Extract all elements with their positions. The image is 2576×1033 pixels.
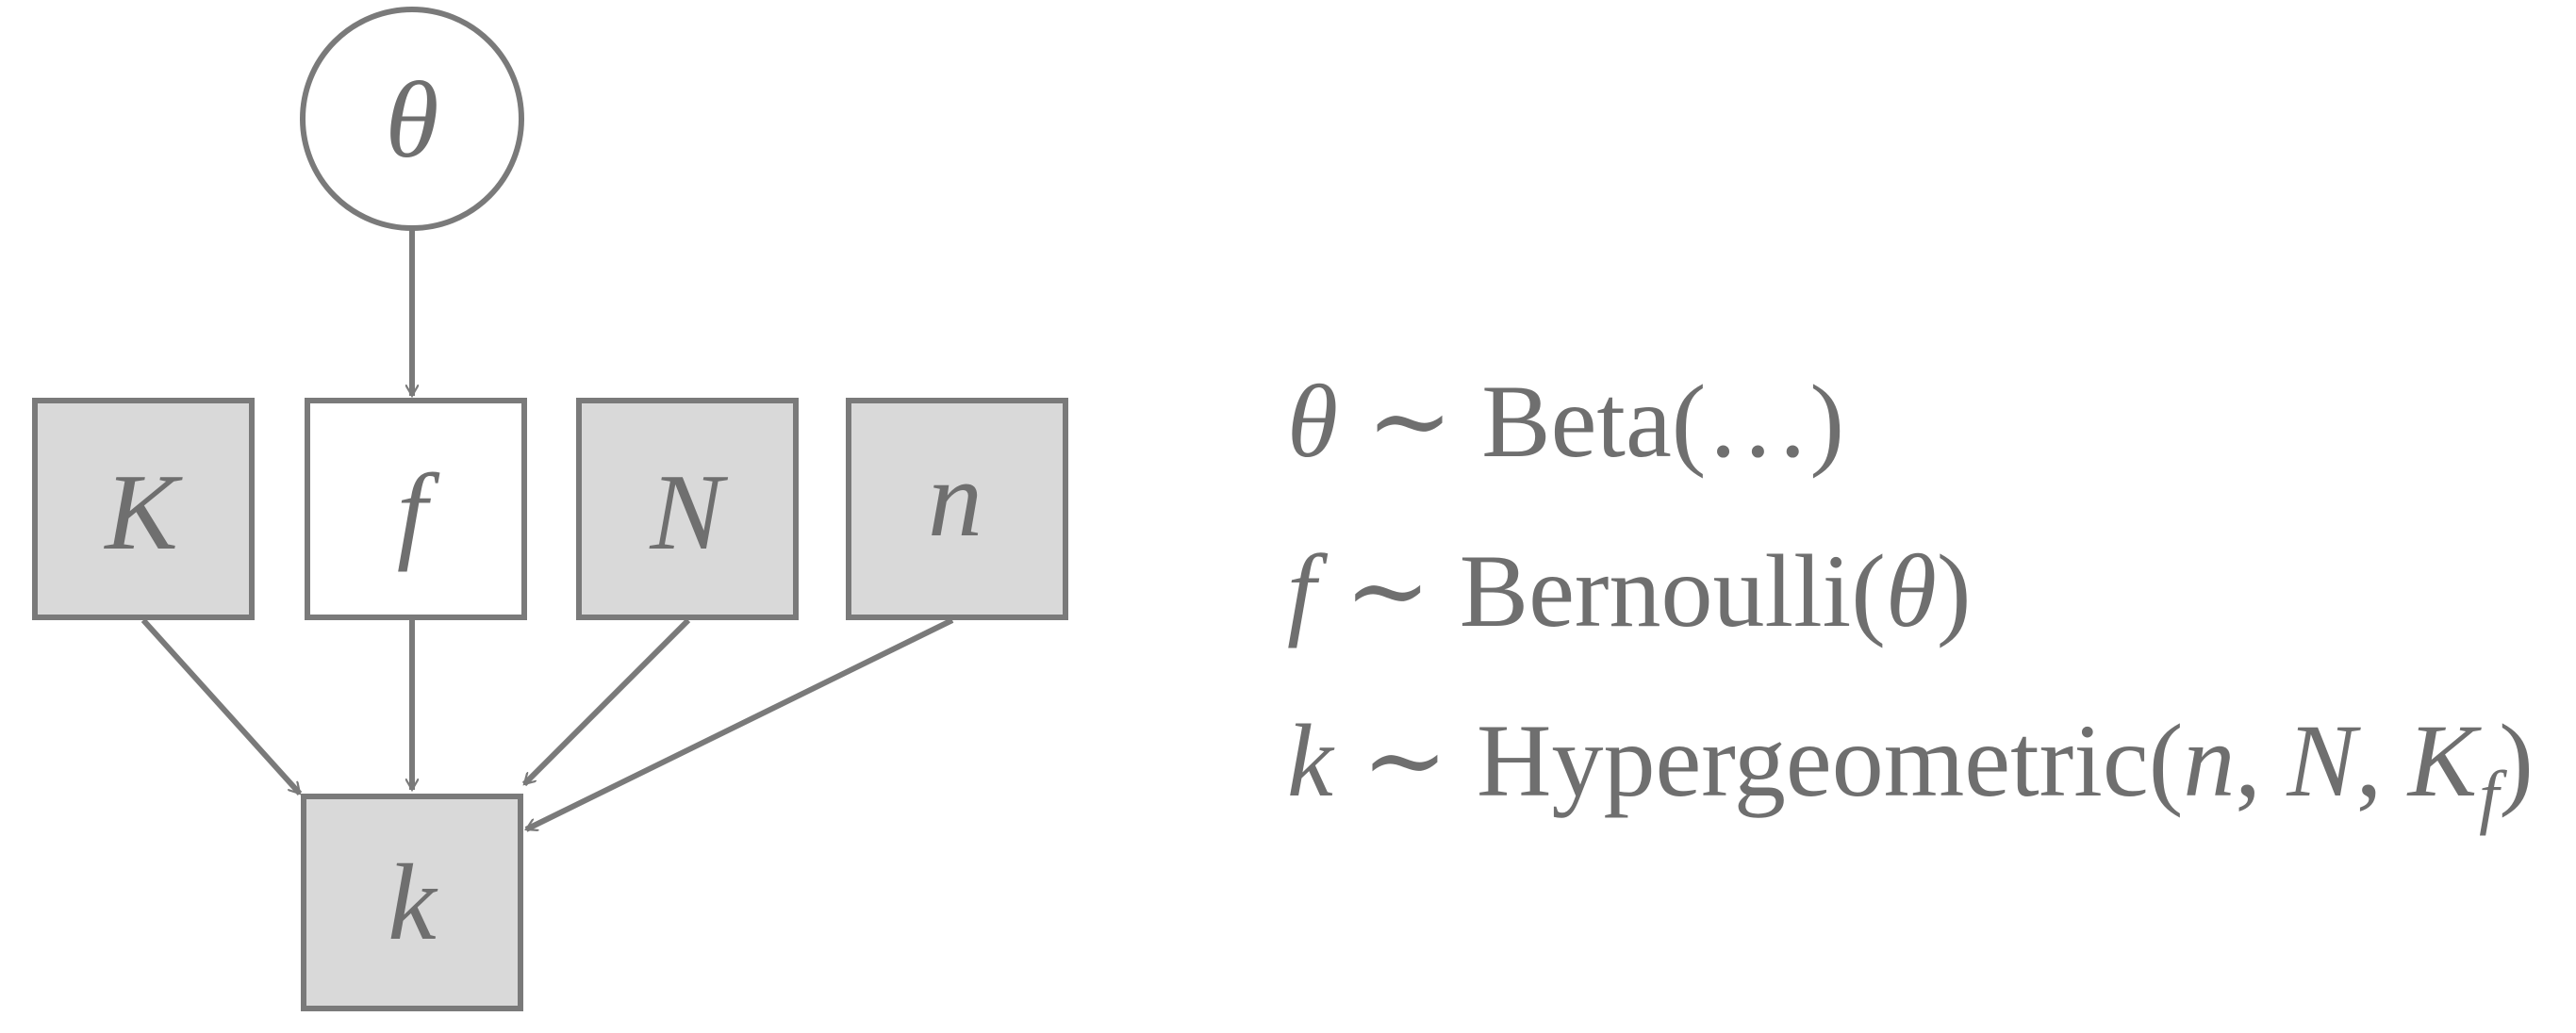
eq2-variable: f [1287,533,1316,648]
eq3-sep1: , [2235,703,2287,818]
eq3-tilde: ∼ [1361,703,1448,818]
eq2-distribution: Bernoulli( [1459,533,1886,648]
eq3-sep2: , [2355,703,2408,818]
eq2-tilde: ∼ [1344,533,1431,648]
eq3-arg-N: N [2287,703,2356,818]
eq2-argument: θ [1885,533,1937,648]
node-k-box [301,794,523,1011]
node-K: K [32,398,255,620]
edge-n-to-k [526,617,954,832]
edge-N-to-k [521,617,691,787]
edges-layer [140,228,954,832]
node-n-label: n [928,439,983,560]
node-K-box [32,398,255,620]
node-theta: θ [300,7,524,231]
node-n: n [846,398,1068,620]
node-n-box [846,398,1068,620]
eq3-close-paren: ) [2499,703,2534,818]
equation-theta-prior: θ ∼ Beta(…) [1287,369,1844,473]
nodes-layer: θ K f N n k [32,7,1068,1011]
eq3-variable: k [1287,703,1333,818]
eq2-close-paren: ) [1936,533,1972,648]
node-K-label: K [103,452,183,573]
eq3-arg-K: K [2407,703,2478,818]
equation-k-hypergeometric: k ∼ Hypergeometric(n, N, Kf) [1287,709,2534,832]
node-theta-label: θ [386,60,439,181]
node-k-label: k [388,843,438,963]
eq3-distribution: Hypergeometric( [1477,703,2184,818]
node-N: N [576,398,799,620]
equation-f-likelihood: f ∼ Bernoulli(θ) [1287,539,1972,643]
eq3-arg-K-subscript: f [2479,757,2500,836]
node-k: k [301,794,523,1011]
node-N-box [576,398,799,620]
bayesian-network-diagram: θ K f N n k [32,7,1068,1011]
node-theta-circle [300,7,524,231]
eq3-arg-n: n [2183,703,2236,818]
eq1-distribution: Beta(…) [1481,364,1845,479]
node-f-box [305,398,527,620]
eq1-tilde: ∼ [1366,364,1454,479]
node-N-label: N [649,452,728,573]
eq1-variable: θ [1287,364,1339,479]
node-f: f [305,398,527,620]
edge-K-to-k [140,617,303,796]
